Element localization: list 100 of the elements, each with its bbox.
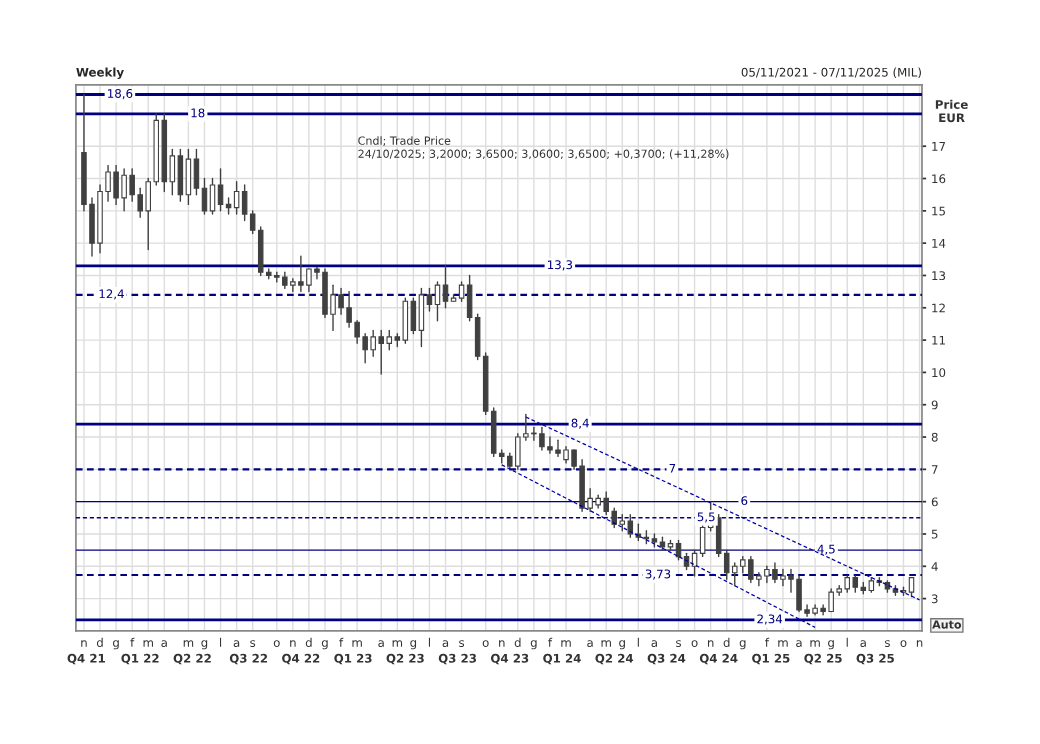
text: Q4 22	[282, 653, 320, 665]
x-tick-label: l	[428, 637, 430, 647]
x-tick-label: n	[707, 640, 714, 647]
candlestick	[571, 449, 577, 471]
candlestick	[233, 181, 240, 215]
x-tick-label: s	[250, 640, 256, 647]
y-tick-label: 7	[931, 465, 938, 474]
candlestick	[105, 164, 111, 202]
y-tick-label: 14	[932, 239, 946, 248]
text: Q3 23	[438, 653, 477, 665]
candlestick	[756, 572, 762, 587]
candlestick	[386, 329, 393, 351]
x-tick-label: g	[201, 640, 208, 650]
chart-title: Weekly	[76, 67, 124, 80]
candlestick	[330, 284, 336, 332]
x-tick-label: l	[846, 637, 848, 647]
candlestick	[137, 187, 143, 218]
candlestick	[370, 329, 376, 357]
candlestick	[611, 507, 618, 529]
candlestick	[121, 168, 127, 212]
x-tick-label: o	[273, 640, 280, 647]
x-tick-label: g	[113, 640, 119, 650]
ref-line-label: 4,5	[817, 544, 835, 555]
candlestick	[346, 290, 352, 328]
y-tick-label: 15	[932, 206, 945, 216]
y-tick-label: 12	[932, 303, 945, 313]
x-tick-label: f	[130, 637, 135, 647]
x-tick-label: n	[81, 640, 87, 647]
x-tick-label: m	[183, 640, 194, 647]
x-tick-label: a	[161, 640, 167, 647]
y-tick-label: 3	[931, 594, 938, 604]
y-tick-label: 6	[931, 497, 938, 507]
ref-line-label: 5,5	[697, 512, 715, 523]
ref-line-label: 18	[191, 108, 205, 118]
x-tick-label: l	[220, 637, 222, 647]
text: Q1 25	[752, 653, 790, 665]
x-tick-label: m	[143, 640, 153, 647]
y-axis-title: Price EUR	[935, 99, 968, 123]
x-tick-label: m	[561, 640, 571, 647]
text: Q4 23	[490, 653, 529, 665]
y-tick-label: 8	[931, 432, 938, 442]
y-tick-label: 17	[932, 142, 945, 151]
candlestick	[780, 568, 786, 587]
x-tick-label: a	[796, 640, 802, 647]
text: Q2 25	[804, 653, 842, 665]
chart-subtitle: 05/11/2021 - 07/11/2025 (MIL)	[741, 67, 921, 79]
x-tick-label: g	[828, 640, 834, 650]
ref-line-label: 8,4	[571, 418, 589, 429]
x-tick-label: d	[305, 637, 312, 647]
x-tick-label: d	[723, 637, 730, 647]
x-tick-label: n	[290, 640, 296, 647]
y-tick-label: 16	[932, 174, 946, 184]
text: Q3 24	[647, 653, 686, 665]
x-tick-label: f	[339, 637, 344, 647]
candlestick	[731, 562, 738, 587]
text: Q2 22	[173, 653, 211, 665]
text: Q3 25	[856, 653, 894, 665]
candlestick	[723, 549, 730, 580]
x-tick-label: m	[601, 640, 611, 647]
candlestick	[828, 588, 834, 613]
x-tick-label: a	[378, 640, 384, 647]
x-tick-label: g	[619, 640, 625, 650]
ref-line-label: 7	[669, 464, 676, 473]
x-tick-label: a	[651, 640, 657, 647]
x-tick-label: o	[900, 640, 907, 647]
y-tick-label: 11	[932, 335, 945, 345]
x-tick-label: a	[587, 640, 593, 647]
y-tick-label: 10	[932, 368, 946, 378]
ref-line-label: 2,34	[757, 614, 783, 625]
y-tick-label: 13	[932, 271, 946, 281]
candlestick	[539, 426, 545, 451]
candlestick	[555, 439, 561, 458]
x-tick-label: a	[233, 640, 240, 647]
x-tick-label: f	[765, 637, 770, 647]
candlestick	[547, 436, 553, 454]
x-tick-label: f	[548, 637, 553, 647]
ref-line-label: 13,3	[548, 260, 573, 271]
text: Auto	[932, 620, 962, 629]
candlestick	[354, 320, 360, 345]
candlestick	[290, 278, 296, 293]
x-tick-label: g	[530, 640, 537, 650]
annotation: 24/10/2025; 3,2000; 3,6500; 3,0600; 3,6500; +0,3700; (+11,28%)	[358, 149, 729, 160]
candlestick	[241, 184, 248, 222]
candlestick	[523, 413, 529, 441]
candlestick	[249, 210, 256, 235]
candlestick	[458, 281, 465, 303]
ref-line-label: 12,4	[99, 289, 124, 300]
x-tick-label: o	[482, 640, 489, 647]
y-tick-label: 4	[931, 562, 938, 571]
candlestick	[306, 268, 312, 293]
x-tick-label: s	[676, 640, 682, 647]
candlestick	[362, 332, 368, 364]
text: Q4 24	[699, 653, 738, 665]
ref-line-label: 3,73	[645, 569, 671, 580]
text: Q1 22	[121, 653, 159, 665]
candlestick	[378, 329, 384, 375]
x-tick-label: a	[442, 640, 449, 647]
x-tick-label: a	[860, 640, 866, 647]
candlestick	[426, 287, 433, 312]
x-tick-label: m	[352, 640, 362, 647]
